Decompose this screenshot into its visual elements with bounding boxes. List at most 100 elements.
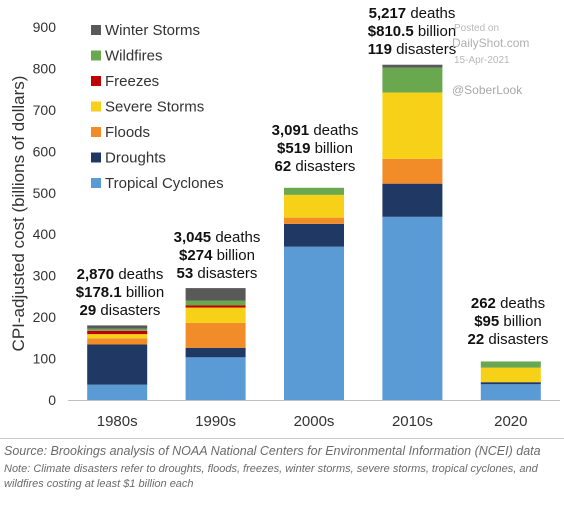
y-tick-label: 500 <box>33 185 57 201</box>
bar-segment-droughts <box>382 183 443 217</box>
source-text: Source: Brookings analysis of NOAA Natio… <box>4 444 541 458</box>
bar-annotation-line: $810.5 billion <box>368 23 456 40</box>
bar-annotation-line: 3,045 deaths <box>174 229 261 246</box>
bar-annotation-line: 262 deaths <box>471 295 545 312</box>
bar-segment-tropical-cyclones <box>480 384 541 400</box>
legend: Winter Storms Wildfires Freezes Severe Stor… <box>91 22 224 192</box>
annotation-unit: billion <box>310 140 353 157</box>
bar-segment-severe-storms <box>185 307 246 323</box>
bar-annotation-line: $178.1 billion <box>76 284 164 301</box>
legend-label: Wildfires <box>105 48 163 65</box>
x-tick-label: 1980s <box>97 413 138 430</box>
watermark-line1: Posted on <box>454 23 499 34</box>
x-tick-label: 2000s <box>294 413 335 430</box>
watermark-line2: DailyShot.com <box>452 36 529 50</box>
bar-annotation-line: 3,091 deaths <box>272 122 359 139</box>
annotation-value: 262 <box>471 295 496 312</box>
bar-segment-winter-storms <box>382 64 443 68</box>
watermark: Posted on DailyShot.com 15-Apr-2021 @Sob… <box>452 23 529 97</box>
bar-annotation-line: 53 disasters <box>177 265 258 282</box>
legend-swatch <box>91 178 101 188</box>
y-tick-label: 700 <box>33 102 57 118</box>
y-tick-label: 200 <box>33 309 57 325</box>
y-tick-label: 400 <box>33 226 57 242</box>
bar-segment-droughts <box>185 347 246 358</box>
legend-label: Floods <box>105 124 150 141</box>
bar-segment-tropical-cyclones <box>185 357 246 400</box>
annotation-unit: billion <box>414 23 457 40</box>
bar-segment-freezes <box>185 305 246 308</box>
bar-segment-severe-storms <box>87 334 148 339</box>
bar-segment-tropical-cyclones <box>382 216 443 400</box>
y-axis: CPI-adjusted cost (billions of dollars) 0… <box>9 19 560 430</box>
bar-annotation-line: 119 disasters <box>368 41 456 58</box>
bar-annotation-line: $519 billion <box>277 140 353 157</box>
annotation-unit: disasters <box>193 265 257 282</box>
annotation-unit: deaths <box>406 5 455 22</box>
y-tick-label: 100 <box>33 351 57 367</box>
y-tick-label: 300 <box>33 268 57 284</box>
legend-swatch <box>91 25 101 35</box>
annotation-unit: deaths <box>309 122 358 139</box>
annotation-value: $178.1 <box>76 284 122 301</box>
bar-annotation-line: 22 disasters <box>468 331 549 348</box>
annotation-unit: deaths <box>496 295 545 312</box>
annotation-value: 22 <box>468 331 485 348</box>
annotation-value: 5,217 <box>369 5 407 22</box>
bar-segment-floods <box>185 322 246 348</box>
bars <box>87 64 541 400</box>
annotation-unit: billion <box>499 313 542 330</box>
bar-segment-tropical-cyclones <box>87 384 148 400</box>
bar-segment-droughts <box>284 223 344 247</box>
watermark-line3: 15-Apr-2021 <box>454 55 510 66</box>
bar-segment-floods <box>284 217 344 224</box>
bar-segment-wildfires <box>87 328 148 331</box>
bar-segment-tropical-cyclones <box>284 246 344 400</box>
annotation-unit: disasters <box>392 41 456 58</box>
footer-divider <box>0 438 564 439</box>
annotation-value: 53 <box>177 265 194 282</box>
bar-annotation-line: 29 disasters <box>80 302 161 319</box>
annotation-unit: disasters <box>96 302 160 319</box>
note-text: Note: Climate disasters refer to drought… <box>4 463 538 490</box>
bar-segment-wildfires <box>382 67 443 93</box>
annotation-unit: deaths <box>114 266 163 283</box>
bar-annotation-line: 62 disasters <box>275 158 356 175</box>
bar-annotation-line: 5,217 deaths <box>369 5 456 22</box>
legend-label: Winter Storms <box>105 22 200 39</box>
stacked-bar-chart: CPI-adjusted cost (billions of dollars) 0… <box>9 5 560 430</box>
annotation-unit: billion <box>212 247 255 264</box>
legend-swatch <box>91 127 101 137</box>
legend-swatch <box>91 101 101 112</box>
bar-segment-droughts <box>480 382 541 385</box>
bar-segment-freezes <box>87 330 148 335</box>
bar-segment-floods <box>382 158 443 184</box>
x-tick-label: 1990s <box>195 413 236 430</box>
annotation-value: $274 <box>179 247 213 264</box>
legend-label: Droughts <box>105 150 166 167</box>
annotation-value: 3,045 <box>174 229 212 246</box>
annotation-value: 2,870 <box>77 266 115 283</box>
legend-swatch <box>91 76 101 86</box>
bar-segment-wildfires <box>284 187 344 195</box>
bar-segment-severe-storms <box>480 367 541 383</box>
y-axis-title: CPI-adjusted cost (billions of dollars) <box>9 76 28 352</box>
legend-swatch <box>91 152 101 163</box>
annotation-value: $519 <box>277 140 310 157</box>
bar-annotation-line: 2,870 deaths <box>77 266 164 283</box>
bar-segment-severe-storms <box>284 194 344 218</box>
annotation-unit: disasters <box>291 158 355 175</box>
bar-segment-droughts <box>87 344 148 385</box>
y-tick-label: 800 <box>33 60 57 76</box>
annotation-unit: deaths <box>211 229 260 246</box>
x-tick-label: 2020 <box>494 413 527 430</box>
legend-label: Severe Storms <box>105 99 204 116</box>
legend-swatch <box>91 50 101 61</box>
annotation-value: $810.5 <box>368 23 414 40</box>
annotation-unit: billion <box>122 284 165 301</box>
bar-annotation-line: $95 billion <box>474 313 542 330</box>
annotation-value: $95 <box>474 313 499 330</box>
bar-segment-severe-storms <box>382 92 443 159</box>
bar-annotation-line: $274 billion <box>179 247 255 264</box>
